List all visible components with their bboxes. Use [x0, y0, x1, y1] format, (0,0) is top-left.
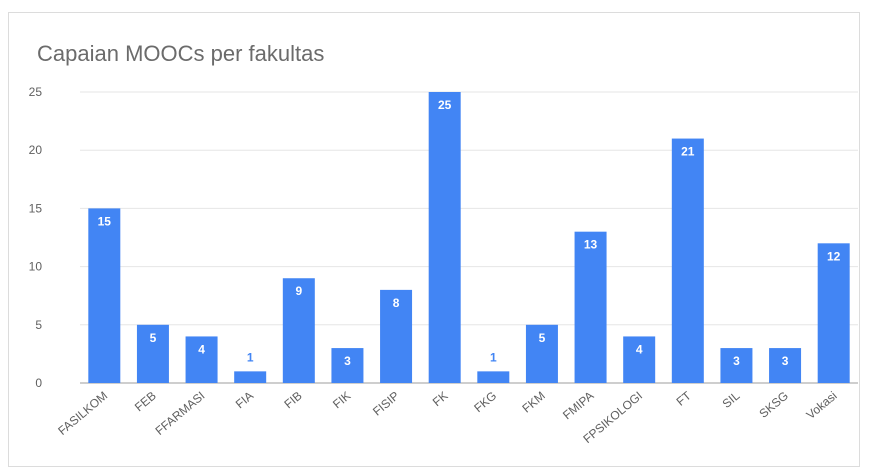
x-tick-label: FK	[430, 389, 451, 410]
data-label: 3	[733, 354, 740, 368]
x-tick-label: FIB	[281, 389, 304, 412]
bar-sksg	[769, 348, 802, 383]
x-tick-label: FIA	[233, 389, 256, 412]
data-label: 12	[827, 249, 841, 263]
y-tick-label: 25	[29, 85, 43, 99]
data-label: 4	[198, 342, 205, 356]
bar-vokasi	[817, 243, 850, 383]
y-tick-label: 15	[29, 201, 43, 215]
bar-feb	[136, 324, 169, 383]
data-label: 25	[438, 98, 452, 112]
y-axis-ticks: 0 5 10 15 20 25	[29, 85, 43, 390]
bar-fkm	[525, 324, 558, 383]
chart-title: Capaian MOOCs per fakultas	[37, 41, 325, 66]
data-label: 8	[393, 296, 400, 310]
gridlines	[80, 91, 858, 384]
bar-fia	[234, 371, 267, 383]
bar-fpsikologi	[623, 336, 656, 383]
bar-sil	[720, 348, 753, 383]
data-label: 9	[295, 284, 302, 298]
bar-fasilkom	[88, 208, 121, 383]
y-tick-label: 0	[35, 376, 42, 390]
data-label: 13	[584, 238, 598, 252]
x-tick-label: FKG	[471, 389, 499, 416]
x-tick-label: Vokasi	[804, 389, 840, 422]
bar-fib	[282, 278, 315, 383]
data-label: 5	[150, 331, 157, 345]
x-tick-label: FT	[674, 388, 695, 409]
bar-ffarmasi	[185, 336, 218, 383]
x-tick-label: FKM	[519, 389, 547, 416]
data-label: 1	[247, 350, 254, 364]
data-label: 4	[636, 342, 643, 356]
bar-fmipa	[574, 231, 607, 383]
data-label: 15	[98, 214, 112, 228]
data-label: 5	[539, 331, 546, 345]
data-label: 3	[782, 354, 789, 368]
x-tick-label: FMIPA	[560, 389, 596, 423]
data-label: 1	[490, 350, 497, 364]
data-label: 21	[681, 145, 695, 159]
y-tick-label: 20	[29, 143, 43, 157]
bar-fisip	[380, 289, 413, 383]
bars	[88, 92, 850, 383]
bar-fk	[428, 92, 461, 383]
x-tick-label: SKSG	[756, 389, 791, 421]
y-tick-label: 5	[35, 318, 42, 332]
bar-fik	[331, 348, 364, 383]
x-tick-label: FIK	[330, 389, 353, 412]
bar-ft	[671, 138, 704, 383]
x-tick-label: SIL	[720, 388, 743, 411]
x-tick-label: FFARMASI	[153, 389, 208, 438]
x-tick-label: FISIP	[370, 389, 402, 419]
x-tick-label: FEB	[132, 389, 159, 415]
data-label: 3	[344, 354, 351, 368]
y-tick-label: 10	[29, 260, 43, 274]
bar-fkg	[477, 371, 510, 383]
x-tick-label: FASILKOM	[55, 389, 110, 438]
